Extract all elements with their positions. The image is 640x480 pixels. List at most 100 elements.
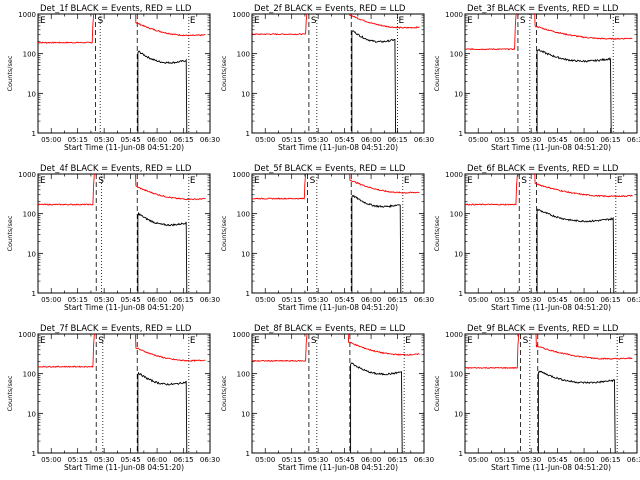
- curve-layer: [465, 334, 633, 453]
- y-tick-label: 10: [241, 250, 250, 258]
- marker-E-start: E: [467, 176, 473, 186]
- marker-S: S: [311, 16, 317, 26]
- lld-series-line: [252, 174, 420, 200]
- lld-series-line: [38, 14, 206, 44]
- plot-frame: [464, 13, 638, 134]
- detector-panel: Det_7f BLACK = Events, RED = LLD 1 10 100 10…: [6, 324, 220, 472]
- y-tick-label: 10: [27, 410, 36, 418]
- events-series-line: [137, 371, 188, 453]
- x-tick-label: 06:30: [627, 456, 640, 464]
- y-tick-label: 1000: [445, 331, 463, 339]
- panel-title: Det_3f BLACK = Events, RED = LLD: [467, 4, 619, 14]
- x-tick-label: 06:30: [414, 456, 434, 464]
- x-tick-label: 06:15: [600, 456, 620, 464]
- plot-frame: [464, 173, 638, 294]
- x-axis-label: Start Time (11-Jun-08 04:51:20): [64, 463, 184, 472]
- lld-series-line: [465, 174, 633, 206]
- x-tick-label: 05:00: [41, 456, 61, 464]
- x-tick-label: 05:30: [308, 296, 328, 304]
- y-tick-label: 100: [23, 51, 36, 59]
- plot-frame: [251, 333, 425, 454]
- y-tick-label: 1: [246, 450, 250, 458]
- lld-series-line: [252, 14, 420, 36]
- marker-S: S: [311, 336, 317, 346]
- y-tick-label: 100: [237, 51, 250, 59]
- y-tick-label: 1000: [18, 331, 36, 339]
- marker-S: S: [98, 336, 104, 346]
- y-axis-label: Counts/sec: [433, 215, 441, 251]
- curve-layer: [38, 334, 206, 453]
- detector-panel: Det_3f BLACK = Events, RED = LLD 1 10 100 10…: [433, 4, 640, 152]
- x-axis-label: Start Time (11-Jun-08 04:51:20): [491, 303, 611, 312]
- x-tick-label: 06:00: [361, 296, 381, 304]
- x-tick-label: 05:00: [41, 136, 61, 144]
- x-tick-label: 05:30: [521, 296, 541, 304]
- y-tick-label: 1: [459, 130, 463, 138]
- events-series-line: [351, 30, 397, 133]
- lld-series-line: [38, 174, 206, 206]
- marker-E-start: E: [467, 16, 473, 26]
- x-tick-label: 05:45: [335, 456, 355, 464]
- x-tick-label: 06:15: [387, 136, 407, 144]
- y-axis-label: Counts/sec: [433, 375, 441, 411]
- y-axis-label: Counts/sec: [6, 215, 14, 251]
- x-tick-label: 05:00: [468, 296, 488, 304]
- curve-layer: [252, 174, 420, 293]
- x-tick-label: 06:15: [600, 136, 620, 144]
- x-tick-label: 06:00: [147, 296, 167, 304]
- x-tick-label: 06:30: [414, 136, 434, 144]
- y-tick-label: 10: [454, 250, 463, 258]
- curve-layer: [252, 334, 420, 453]
- x-tick-label: 05:45: [121, 136, 141, 144]
- detector-panel: Det_9f BLACK = Events, RED = LLD 1 10 100 10…: [433, 324, 640, 472]
- x-tick-label: 05:15: [68, 456, 88, 464]
- x-tick-label: 05:30: [94, 296, 114, 304]
- lld-series-line: [38, 334, 206, 368]
- y-tick-label: 1000: [445, 171, 463, 179]
- curve-layer: [465, 14, 633, 133]
- events-series-line: [350, 362, 403, 453]
- x-axis-label: Start Time (11-Jun-08 04:51:20): [278, 463, 398, 472]
- marker-E-start: E: [254, 16, 260, 26]
- panel-title: Det_7f BLACK = Events, RED = LLD: [40, 324, 192, 334]
- x-tick-label: 05:00: [468, 136, 488, 144]
- y-axis-label: Counts/sec: [220, 55, 228, 91]
- x-axis-label: Start Time (11-Jun-08 04:51:20): [491, 143, 611, 152]
- y-tick-label: 1000: [232, 171, 250, 179]
- y-tick-label: 10: [454, 90, 463, 98]
- y-tick-label: 1: [459, 450, 463, 458]
- panel-title: Det_8f BLACK = Events, RED = LLD: [254, 324, 406, 334]
- curve-layer: [252, 14, 420, 133]
- x-tick-label: 05:00: [41, 296, 61, 304]
- curve-layer: [465, 174, 633, 293]
- events-series-line: [537, 370, 616, 453]
- x-tick-label: 06:15: [387, 456, 407, 464]
- x-tick-label: 05:30: [308, 456, 328, 464]
- panel-title: Det_6f BLACK = Events, RED = LLD: [467, 164, 619, 174]
- marker-E-start: E: [254, 176, 260, 186]
- events-series-line: [137, 50, 188, 133]
- y-tick-label: 1: [459, 290, 463, 298]
- x-tick-label: 06:30: [627, 136, 640, 144]
- y-axis-label: Counts/sec: [433, 55, 441, 91]
- panel-title: Det_1f BLACK = Events, RED = LLD: [40, 4, 192, 14]
- marker-E-end: E: [190, 16, 196, 26]
- y-tick-label: 1: [246, 290, 250, 298]
- x-tick-label: 05:45: [548, 456, 568, 464]
- marker-E-end: E: [190, 336, 196, 346]
- x-tick-label: 05:15: [495, 136, 515, 144]
- y-tick-label: 100: [23, 211, 36, 219]
- plot-frame: [37, 173, 211, 294]
- panel-title: Det_9f BLACK = Events, RED = LLD: [467, 324, 619, 334]
- x-tick-label: 05:45: [548, 296, 568, 304]
- y-axis-label: Counts/sec: [220, 375, 228, 411]
- x-tick-label: 06:30: [200, 136, 220, 144]
- y-tick-label: 1000: [445, 11, 463, 19]
- y-tick-label: 10: [454, 410, 463, 418]
- panel-title: Det_2f BLACK = Events, RED = LLD: [254, 4, 406, 14]
- y-tick-label: 1: [32, 130, 36, 138]
- x-tick-label: 05:00: [468, 456, 488, 464]
- detector-panel: Det_1f BLACK = Events, RED = LLD 1 10 100 10…: [6, 4, 220, 152]
- panel-title: Det_4f BLACK = Events, RED = LLD: [40, 164, 192, 174]
- x-tick-label: 06:15: [600, 296, 620, 304]
